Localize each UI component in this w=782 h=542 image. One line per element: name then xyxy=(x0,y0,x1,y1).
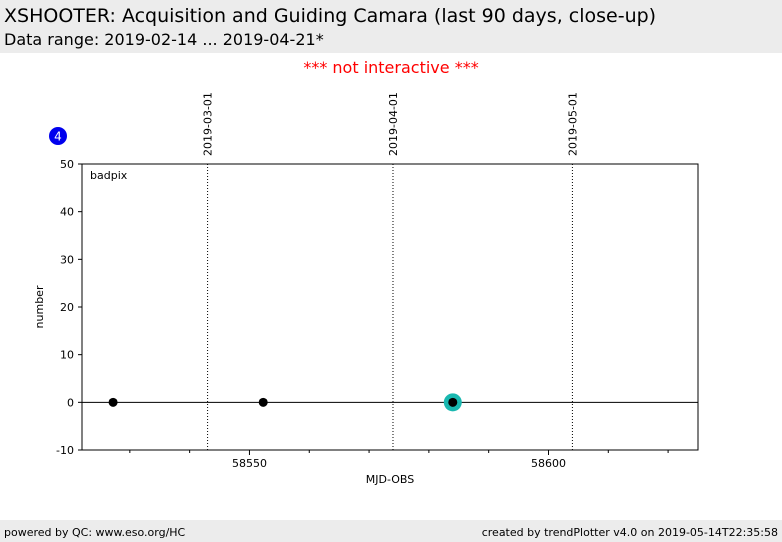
date-marker-label: 2019-03-01 xyxy=(202,92,215,156)
report-badge: 4 xyxy=(49,127,67,145)
date-marker-label: 2019-05-01 xyxy=(566,92,579,156)
page-title: XSHOOTER: Acquisition and Guiding Camara… xyxy=(4,5,657,27)
footer-powered-by: powered by QC: www.eso.org/HC xyxy=(4,526,186,539)
date-marker-label: 2019-04-01 xyxy=(387,92,400,156)
y-tick-label: -10 xyxy=(56,444,74,457)
y-tick-label: 50 xyxy=(60,158,74,171)
x-tick-label: 58550 xyxy=(232,457,267,470)
not-interactive-notice: *** not interactive *** xyxy=(303,58,479,77)
data-point xyxy=(108,397,118,407)
data-range-subtitle: Data range: 2019-02-14 ... 2019-04-21* xyxy=(4,30,324,49)
header-bar: XSHOOTER: Acquisition and Guiding Camara… xyxy=(0,0,782,53)
y-tick-label: 20 xyxy=(60,301,74,314)
panel-label: badpix xyxy=(90,169,128,182)
footer-created-by: created by trendPlotter v4.0 on 2019-05-… xyxy=(481,526,778,539)
y-tick-label: 10 xyxy=(60,349,74,362)
data-point xyxy=(448,397,458,407)
y-tick-label: 30 xyxy=(60,253,74,266)
y-tick-label: 0 xyxy=(67,396,74,409)
plot-frame xyxy=(81,163,699,451)
badge-circle xyxy=(49,127,67,145)
y-tick-label: 40 xyxy=(60,206,74,219)
x-axis-label: MJD-OBS xyxy=(366,473,414,486)
y-axis-label: number xyxy=(33,285,46,328)
footer-bar: powered by QC: www.eso.org/HC created by… xyxy=(0,520,782,542)
data-point xyxy=(258,397,268,407)
x-tick-label: 58600 xyxy=(531,457,566,470)
badge-number: 4 xyxy=(54,130,62,144)
